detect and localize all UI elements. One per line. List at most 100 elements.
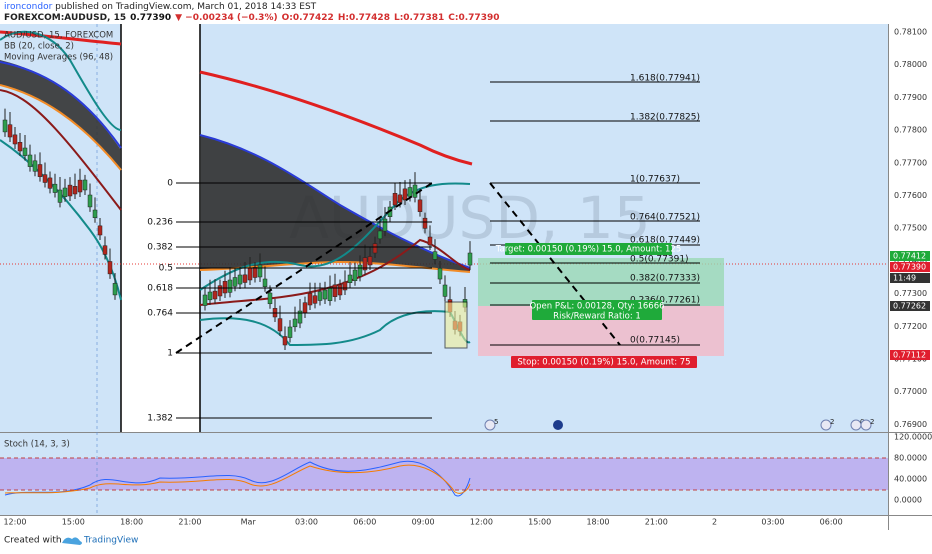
event-icon [860, 419, 872, 431]
price-tag [890, 273, 930, 283]
candle-body [247, 267, 253, 281]
candle-body [432, 251, 438, 260]
price-tag [890, 301, 930, 311]
time-label: 03:00 [295, 518, 318, 527]
candle-body [407, 187, 413, 197]
target-box [505, 243, 672, 255]
candle-body [347, 274, 353, 283]
candle-body [322, 289, 328, 300]
event-count: 2 [870, 418, 874, 426]
fib-label: 0.764 [147, 309, 173, 319]
candle-body [282, 336, 288, 346]
candle-body [377, 230, 383, 240]
candle-body [32, 160, 38, 172]
header-line: ironcondor published on TradingView.com,… [4, 2, 317, 12]
candle-body [82, 179, 88, 191]
candle-body [252, 267, 258, 278]
price-label: 0.77200 [894, 322, 927, 331]
ma-cloud [200, 135, 470, 272]
candle-body [27, 154, 33, 167]
price-tag [890, 350, 930, 360]
ma-cloud [0, 60, 121, 170]
candle-body [222, 281, 228, 294]
candle-body [57, 189, 63, 203]
fib-label: 0.618(0.77449) [630, 236, 700, 246]
candle-body [267, 292, 273, 305]
candle-body [277, 318, 283, 332]
candle-body [52, 183, 58, 193]
candle-body [12, 134, 18, 145]
highlight-box [444, 301, 468, 349]
price-tag-label: 11:49 [893, 274, 916, 283]
time-label: 12:00 [470, 518, 493, 527]
price-label: 0.77700 [894, 158, 927, 167]
candle-body [2, 119, 8, 133]
time-label: 09:00 [412, 518, 435, 527]
time-label: 18:00 [120, 518, 143, 527]
time-axis [0, 516, 888, 531]
candle-body [112, 283, 118, 296]
candle-body [17, 142, 23, 152]
time-label: Mar [241, 518, 257, 527]
ohlc: L:0.77381 [394, 13, 444, 23]
fib-label: 1.618(0.77941) [630, 74, 700, 84]
candle-body [47, 177, 53, 189]
price-label: 0.78000 [894, 60, 927, 69]
candle-body [97, 225, 103, 236]
candle-body [212, 290, 218, 300]
candle-body [372, 243, 378, 254]
candle-body [232, 277, 238, 287]
candle-body [37, 164, 43, 177]
candle-body [412, 184, 418, 198]
event-icon [484, 419, 496, 431]
price-label: 0.76900 [894, 420, 927, 429]
price-tag [890, 262, 930, 272]
candle-body [217, 285, 223, 297]
candle-body [42, 174, 48, 183]
stop-box [511, 356, 697, 368]
event-icon [820, 419, 832, 431]
legend-item: AUD/USD, 15, FOREXCOM [4, 31, 113, 41]
candle-body [67, 184, 73, 197]
event-icon [553, 420, 563, 430]
candle-body [397, 194, 403, 203]
candle-body [317, 291, 323, 301]
candle-body [292, 318, 298, 328]
ohlc: O:0.77422 [282, 13, 334, 23]
time-label: 21:00 [178, 518, 201, 527]
candle-body [392, 193, 398, 206]
ohlc: C:0.77390 [448, 13, 499, 23]
footer-brand: TradingView [83, 536, 138, 546]
candle-body [62, 187, 68, 198]
candle-body [262, 278, 268, 287]
time-label: 12:00 [3, 518, 26, 527]
candle-body [7, 124, 13, 138]
legend-item: Moving Averages (96, 48) [4, 53, 113, 63]
open-pnl-box [532, 300, 662, 320]
author: ironcondor [4, 2, 53, 12]
stoch-axis-label: 80.0000 [894, 454, 927, 463]
change: ▼ −0.00234 (−0.3%) [175, 13, 277, 23]
legend-item: BB (20, close, 2) [4, 42, 74, 52]
target-zone [478, 258, 724, 306]
candle-body [77, 179, 83, 193]
candle-body [422, 217, 428, 229]
time-label: 2 [712, 518, 717, 527]
fib-label: 0.764(0.77521) [630, 213, 700, 223]
candle-body [257, 264, 263, 278]
candle-body [417, 199, 423, 212]
candle-body [302, 302, 308, 314]
fib-label: 1 [167, 349, 173, 359]
candle-body [72, 186, 78, 195]
candle-body [207, 291, 213, 301]
trend-line [175, 182, 433, 354]
price-label: 0.78100 [894, 28, 927, 37]
ohlc: H:0.77428 [338, 13, 390, 23]
candle-body [332, 284, 338, 297]
fib-label: 1.382(0.77825) [630, 113, 700, 123]
ma-blue [0, 61, 471, 269]
candle-body [227, 279, 233, 293]
price-tag-label: 0.77262 [893, 302, 926, 311]
